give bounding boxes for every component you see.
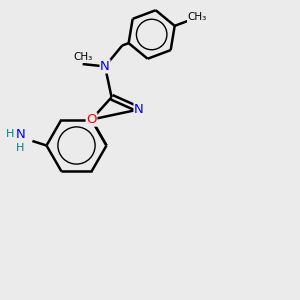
Text: O: O xyxy=(86,113,97,126)
Text: N: N xyxy=(16,128,25,141)
Text: H: H xyxy=(6,129,15,140)
Text: N: N xyxy=(134,103,144,116)
Text: N: N xyxy=(100,60,110,73)
Text: CH₃: CH₃ xyxy=(188,12,207,22)
Text: H: H xyxy=(16,142,25,153)
Text: CH₃: CH₃ xyxy=(73,52,92,62)
